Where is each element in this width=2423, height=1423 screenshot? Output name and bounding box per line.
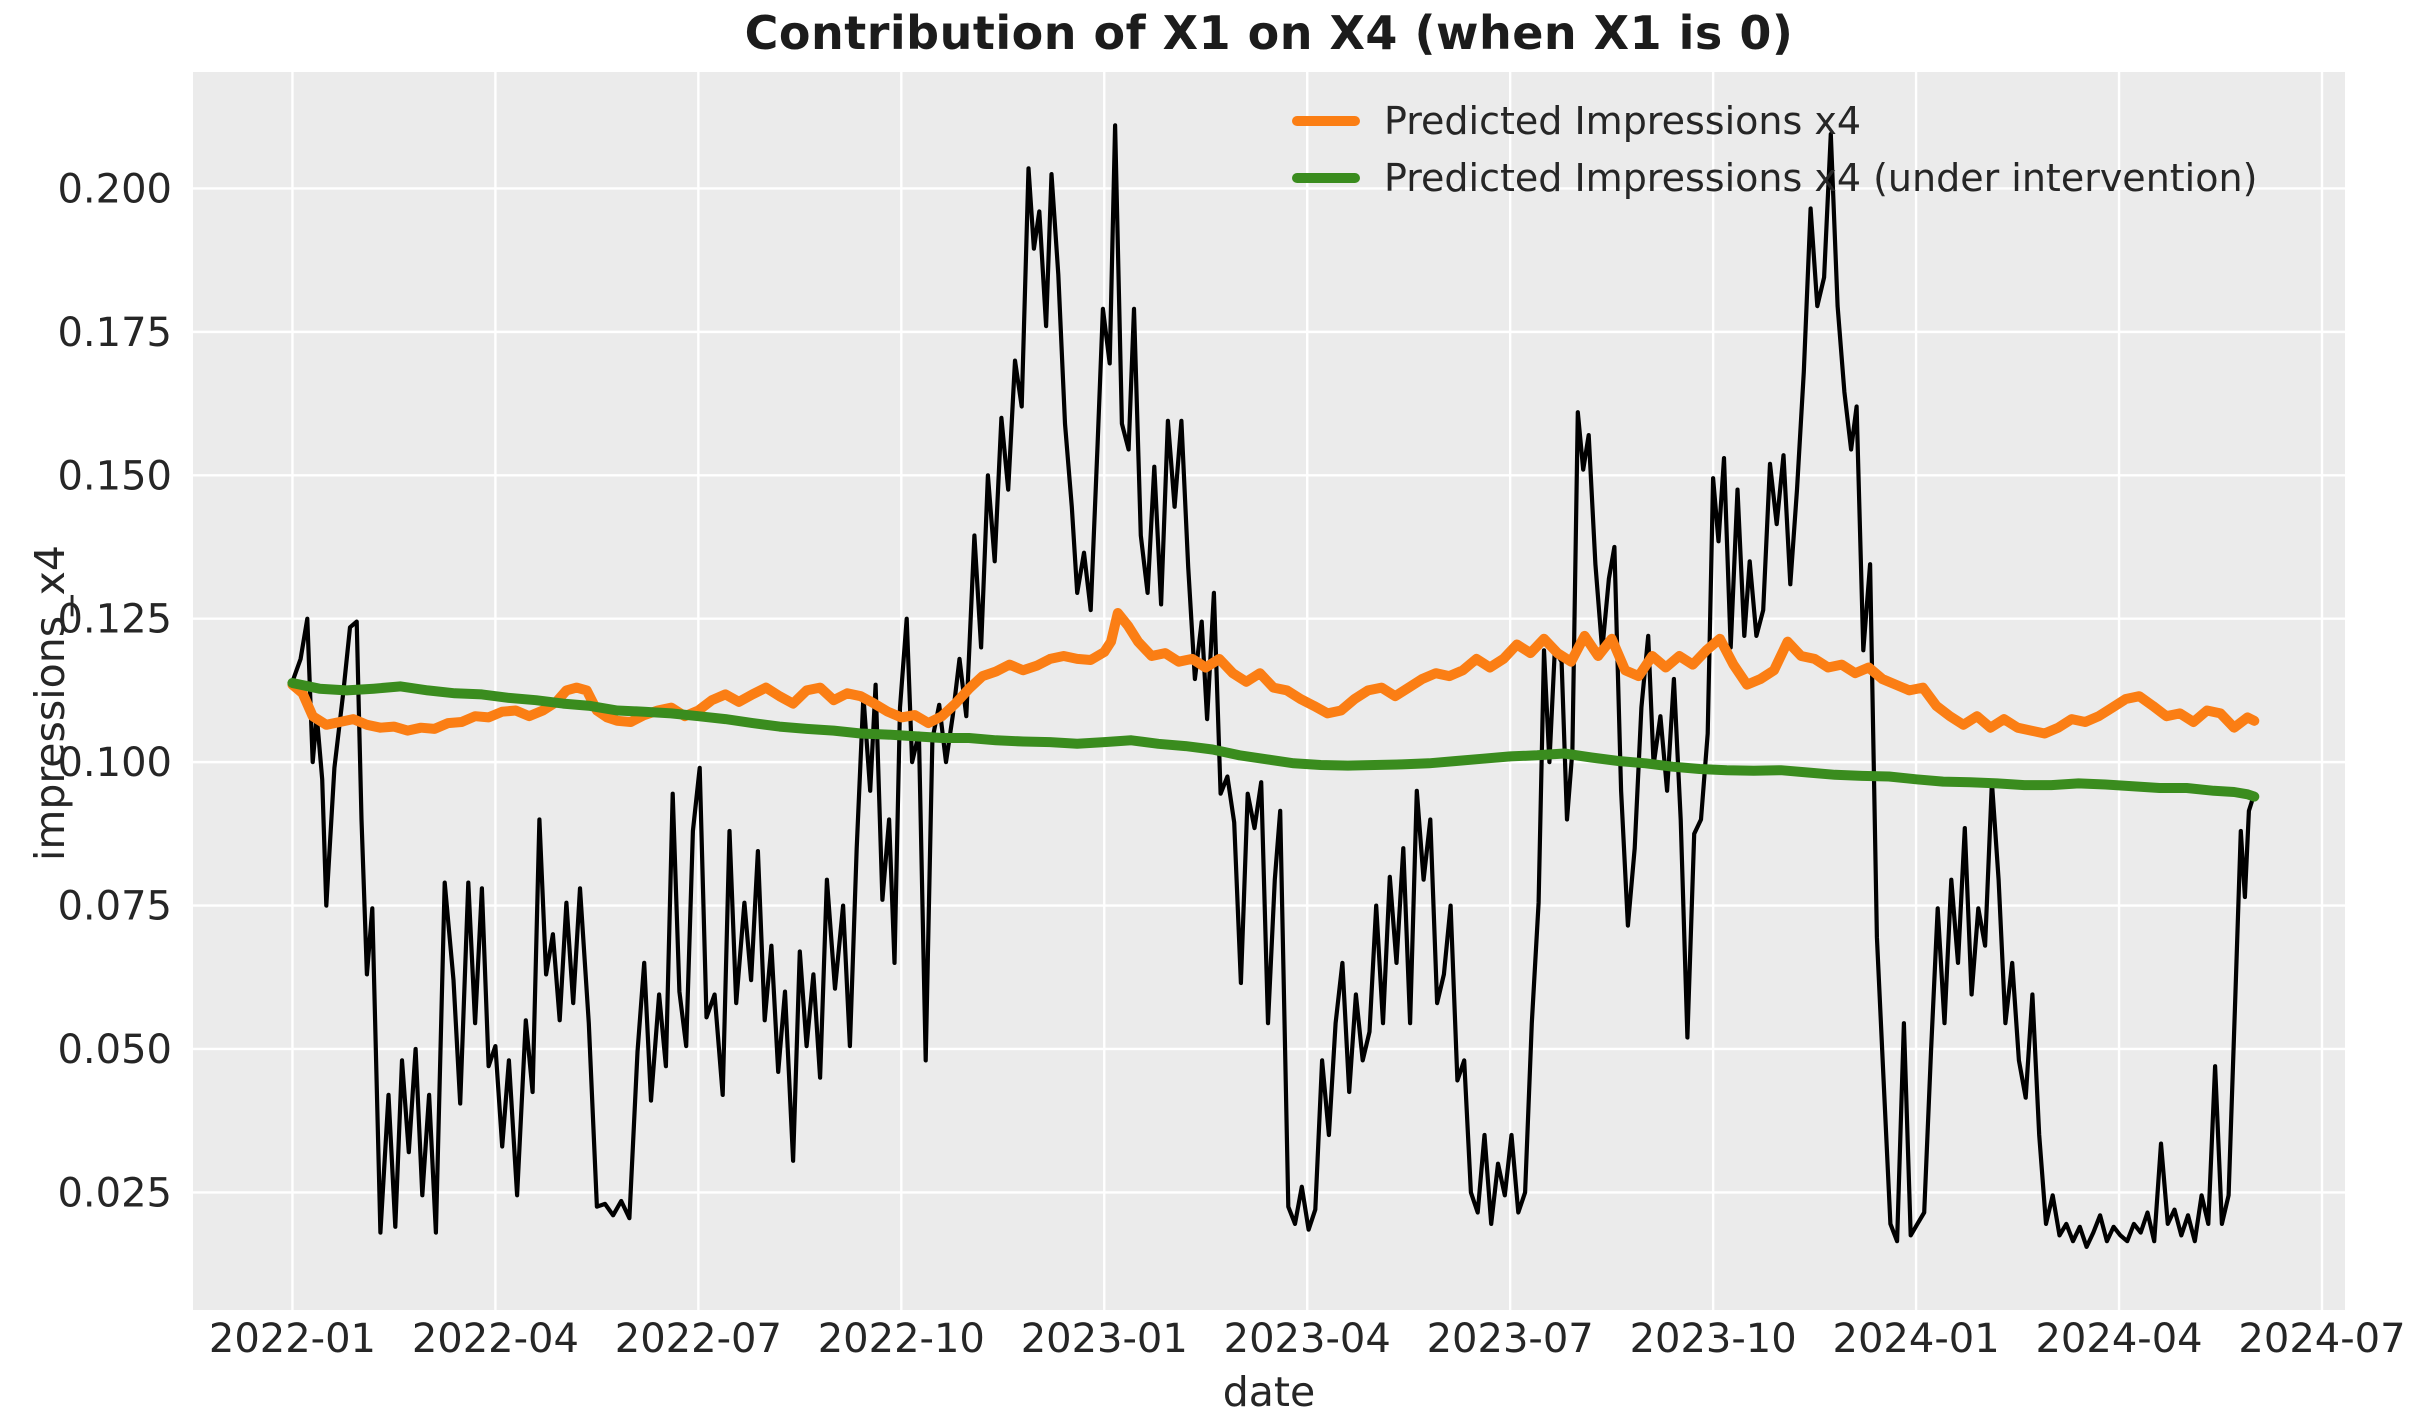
y-tick-label: 0.150: [57, 453, 172, 499]
x-tick-label: 2023-01: [1021, 1316, 1188, 1362]
series-line-2: [287, 678, 2260, 802]
legend-item-predicted: Predicted Impressions x4: [1292, 96, 2257, 146]
legend: Predicted Impressions x4 Predicted Impre…: [1292, 96, 2257, 210]
x-tick-label: 2023-10: [1630, 1316, 1797, 1362]
series-line-0: [290, 123, 2257, 1250]
x-tick-label: 2024-07: [2238, 1316, 2405, 1362]
legend-line-green-icon: [1292, 173, 1360, 183]
y-axis-label-text: impressions_x4: [26, 545, 74, 861]
plot-background: [193, 72, 2345, 1310]
legend-label-intervention: Predicted Impressions x4 (under interven…: [1384, 156, 2258, 200]
chart-title: Contribution of X1 on X4 (when X1 is 0): [744, 6, 1794, 60]
x-tick-label: 2022-07: [615, 1316, 782, 1362]
legend-item-intervention: Predicted Impressions x4 (under interven…: [1292, 153, 2257, 203]
y-tick-label: 0.125: [57, 597, 172, 643]
x-tick-label: 2024-04: [2035, 1316, 2202, 1362]
x-tick-label: 2022-01: [209, 1316, 376, 1362]
y-tick-label: 0.175: [57, 310, 172, 356]
x-axis-label: date: [1222, 1368, 1316, 1416]
x-tick-label: 2023-04: [1224, 1316, 1391, 1362]
x-tick-label: 2022-10: [818, 1316, 985, 1362]
x-tick-label: 2022-04: [412, 1316, 579, 1362]
y-tick-label: 0.075: [57, 884, 172, 930]
y-tick-label: 0.200: [57, 166, 172, 212]
y-tick-label: 0.100: [57, 740, 172, 786]
x-tick-label: 2023-07: [1427, 1316, 1594, 1362]
y-tick-label: 0.025: [57, 1170, 172, 1216]
legend-label-predicted: Predicted Impressions x4: [1384, 99, 1862, 143]
y-tick-label: 0.050: [57, 1027, 172, 1073]
legend-line-orange-icon: [1292, 116, 1360, 126]
x-tick-label: 2024-01: [1833, 1316, 2000, 1362]
series-line-1: [287, 608, 2260, 739]
